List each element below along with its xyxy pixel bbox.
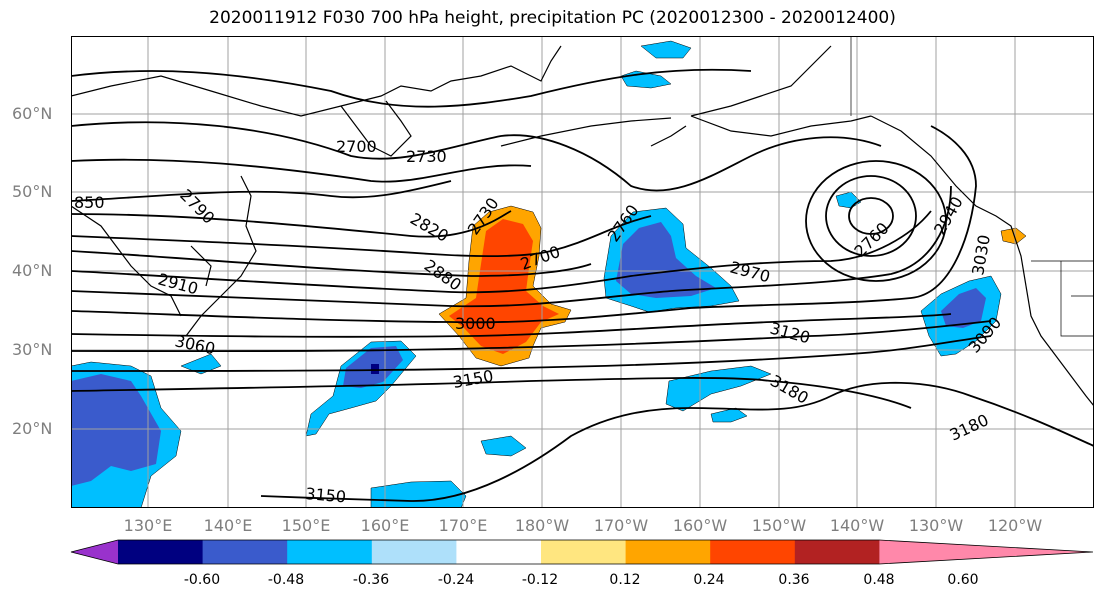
lon-label-150w: 150°W	[751, 516, 807, 535]
precip-neg-arctic	[640, 40, 692, 59]
contour-label: 2700	[336, 137, 377, 156]
colorbar-segment	[710, 540, 796, 564]
lon-label-140e: 140°E	[203, 516, 253, 535]
map-background	[71, 36, 1094, 508]
lon-label-170e: 170°E	[438, 516, 488, 535]
colorbar-extend-low	[71, 540, 118, 564]
colorbar-segment	[202, 540, 288, 564]
colorbar	[70, 539, 1094, 565]
colorbar-segment	[794, 540, 880, 564]
colorbar-tick: 0.48	[863, 572, 895, 588]
precip-neg-south-2	[480, 435, 527, 457]
colorbar-tick: -0.48	[267, 572, 305, 588]
colorbar-segment	[118, 540, 204, 564]
lon-label-130w: 130°W	[908, 516, 964, 535]
lat-label-30n: 30°N	[12, 340, 53, 359]
colorbar-extend-high	[879, 540, 1093, 564]
lon-label-120w: 120°W	[987, 516, 1043, 535]
precip-neg-170w-inner	[616, 222, 716, 298]
precip-neg-west-inner	[71, 374, 161, 486]
contour-label: 3000	[455, 314, 496, 333]
colorbar-outline	[70, 539, 1094, 565]
lon-label-130e: 130°E	[123, 516, 173, 535]
colorbar-tick: 0.60	[947, 572, 979, 588]
colorbar-tick: 0.24	[693, 572, 725, 588]
lat-label-20n: 20°N	[12, 419, 53, 438]
lat-label-40n: 40°N	[12, 261, 53, 280]
lon-label-180w: 180°W	[514, 516, 570, 535]
map-frame	[71, 36, 1094, 508]
colorbar-tick: -0.36	[352, 572, 390, 588]
colorbar-tick: 0.36	[778, 572, 810, 588]
colorbar-segment	[456, 540, 542, 564]
colorbar-tick: 0.12	[609, 572, 641, 588]
colorbar-segment	[625, 540, 711, 564]
chart-title: 2020011912 F030 700 hPa height, precipit…	[209, 8, 896, 28]
colorbar-tick: -0.12	[521, 572, 559, 588]
colorbar-tick: -0.24	[437, 572, 475, 588]
colorbar-segment	[541, 540, 627, 564]
borders	[850, 36, 1094, 337]
contour-label: 3150	[305, 484, 347, 506]
lon-label-150e: 150°E	[281, 516, 331, 535]
lon-label-140w: 140°W	[829, 516, 885, 535]
contour-label: 850	[74, 193, 105, 212]
precip-neg-160e-core	[371, 364, 379, 374]
precip-neg-130w-inner	[941, 288, 986, 328]
precip-pos-oregon	[1000, 227, 1027, 245]
colorbar-segment	[371, 540, 457, 564]
lon-label-160w: 160°W	[672, 516, 728, 535]
colorbar-tick: -0.60	[183, 572, 221, 588]
lon-label-160e: 160°E	[360, 516, 410, 535]
map-plot: 2700 2730 850 2790 2820 2730 2760 2700 2…	[71, 36, 1094, 508]
lon-label-170w: 170°W	[593, 516, 649, 535]
lat-label-50n: 50°N	[12, 182, 53, 201]
height-contours	[71, 68, 1094, 502]
colorbar-segment	[287, 540, 373, 564]
contour-label: 2730	[406, 147, 447, 166]
lat-label-60n: 60°N	[12, 104, 53, 123]
